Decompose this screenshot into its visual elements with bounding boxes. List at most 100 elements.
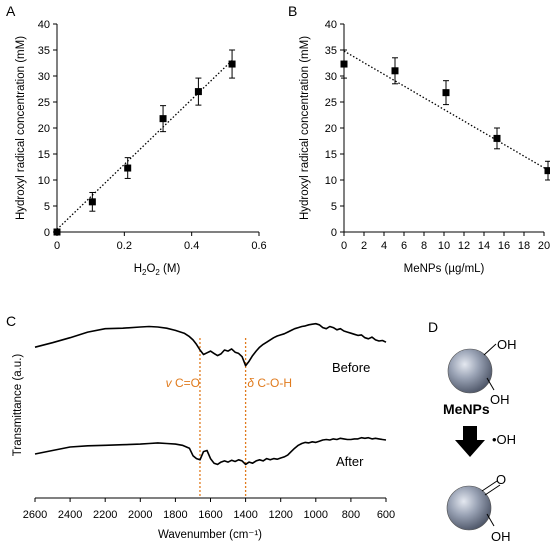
hydroxyl-top: OH	[497, 337, 517, 352]
panel-a-points	[53, 49, 236, 236]
panel-b-points	[340, 49, 550, 181]
x-tick-label: 14	[478, 240, 490, 252]
y-tick-label: 25	[38, 97, 50, 109]
panel-b-ticks: 0 5 10 15 20 25 30 35 40 0 2 4 6 8 10 12 14 16 18 20	[325, 19, 550, 252]
bond-carbonyl-a	[481, 480, 498, 492]
panel-a-ticks: 0 5 10 15 20 25 30 35 40 0 0.2 0.4 0.6	[38, 19, 267, 252]
panel-c-ticks: 2600 2400 2200 2000 1800 1600 1400 1200 1000 800 6…	[23, 498, 395, 521]
bond-oh-product	[486, 513, 495, 527]
data-point	[53, 228, 61, 236]
x-tick-label: 0.6	[251, 240, 266, 252]
y-tick-label: 40	[38, 19, 50, 31]
series-label-after: After	[336, 454, 364, 469]
bond-oh-top	[483, 343, 497, 356]
bond-carbonyl-b	[484, 484, 501, 496]
data-point	[124, 164, 132, 172]
trendline	[56, 59, 233, 230]
y-tick-label: 35	[38, 45, 50, 57]
band-label-text: C=O	[172, 376, 200, 390]
x-tick-label: 6	[401, 240, 407, 252]
y-tick-label: 40	[325, 19, 337, 31]
bond-oh-bottom	[486, 377, 495, 391]
panel-label-c: C	[6, 313, 16, 329]
y-tick-label: 5	[44, 201, 50, 213]
panel-d-schematic: OH OH MeNPs •OH O OH	[443, 337, 517, 544]
data-point	[544, 167, 550, 175]
carbonyl-oxygen: O	[496, 472, 506, 487]
y-tick-label: 30	[325, 71, 337, 83]
x-tick-label: 12	[458, 240, 470, 252]
panel-a-xlabel-sub1: 2	[142, 268, 147, 277]
panel-a-x-axis-title: H2O2 (M)	[134, 263, 181, 277]
y-tick-label: 20	[38, 123, 50, 135]
panel-c-chart: 2600 2400 2200 2000 1800 1600 1400 1200 1000 800 6…	[12, 322, 395, 541]
x-tick-label: 800	[342, 509, 360, 521]
data-point	[88, 198, 96, 206]
x-tick-label: 1600	[198, 509, 222, 521]
x-tick-label: 10	[438, 240, 450, 252]
x-tick-label: 1000	[304, 509, 328, 521]
panel-a-xlabel-unit: (M)	[160, 263, 181, 275]
data-point	[228, 60, 236, 68]
panel-c-markers: v C=O δ C-O-H	[166, 338, 292, 498]
x-tick-label: 1200	[268, 509, 292, 521]
x-tick-label: 0.4	[184, 240, 199, 252]
y-tick-label: 15	[38, 149, 50, 161]
band-label-symbol: δ	[247, 376, 254, 390]
band-label-text: C-O-H	[254, 376, 292, 390]
panel-c-x-axis-title: Wavenumber (cm⁻¹)	[158, 529, 262, 541]
data-point	[391, 67, 399, 75]
y-tick-label: 15	[325, 149, 337, 161]
panel-a-xlabel-h: H	[134, 263, 142, 275]
data-point	[442, 89, 450, 97]
data-point	[493, 134, 501, 142]
x-tick-label: 2400	[58, 509, 82, 521]
band-label-symbol: v	[166, 376, 173, 390]
x-tick-label: 0	[341, 240, 347, 252]
x-tick-label: 2	[361, 240, 367, 252]
panel-a-xlabel-o: O	[146, 263, 155, 275]
data-point	[194, 88, 202, 96]
y-tick-label: 0	[44, 227, 50, 239]
panel-b-x-axis-title: MeNPs (µg/mL)	[404, 263, 485, 275]
spectrum-before	[34, 322, 387, 367]
reaction-arrow	[455, 426, 485, 457]
data-point	[340, 60, 348, 68]
panel-b-trendline	[343, 50, 549, 171]
x-tick-label: 600	[377, 509, 395, 521]
panel-b-y-axis-title: Hydroxyl radical concentration (mM)	[299, 36, 311, 220]
panel-label-b: B	[288, 3, 297, 19]
panel-a-y-axis-title: Hydroxyl radical concentration (mM)	[15, 36, 27, 220]
panel-b-chart: 0 5 10 15 20 25 30 35 40 0 2 4 6 8 10 12 14 16 18 20 Hydrox…	[299, 19, 550, 275]
panel-a-chart: 0 5 10 15 20 25 30 35 40 0 0.2 0.4 0.6 Hydroxyl radi…	[15, 19, 267, 277]
panel-c-y-axis-title: Transmittance (a.u.)	[12, 354, 24, 457]
series-label-before: Before	[332, 360, 370, 375]
x-tick-label: 2600	[23, 509, 47, 521]
y-tick-label: 10	[38, 175, 50, 187]
panel-a-trendline	[56, 59, 233, 230]
y-tick-label: 35	[325, 45, 337, 57]
x-tick-label: 20	[538, 240, 550, 252]
nanoparticle-before	[447, 348, 493, 394]
band-label: δ C-O-H	[247, 376, 292, 390]
panel-label-d: D	[428, 319, 438, 335]
panel-c-series	[34, 322, 387, 466]
band-label: v C=O	[166, 376, 200, 390]
spectrum-after	[34, 436, 387, 466]
y-tick-label: 0	[331, 227, 337, 239]
x-tick-label: 1400	[233, 509, 257, 521]
hydroxyl-product: OH	[491, 529, 511, 544]
x-tick-label: 2200	[93, 509, 117, 521]
x-tick-label: 0	[54, 240, 60, 252]
nanoparticle-after	[446, 485, 492, 531]
y-tick-label: 20	[325, 123, 337, 135]
x-tick-label: 0.2	[117, 240, 132, 252]
x-tick-label: 4	[381, 240, 387, 252]
y-tick-label: 10	[325, 175, 337, 187]
y-tick-label: 25	[325, 97, 337, 109]
trendline	[343, 50, 549, 171]
menps-label: MeNPs	[443, 401, 490, 417]
panel-label-a: A	[6, 3, 16, 19]
hydroxyl-bottom: OH	[490, 392, 510, 407]
